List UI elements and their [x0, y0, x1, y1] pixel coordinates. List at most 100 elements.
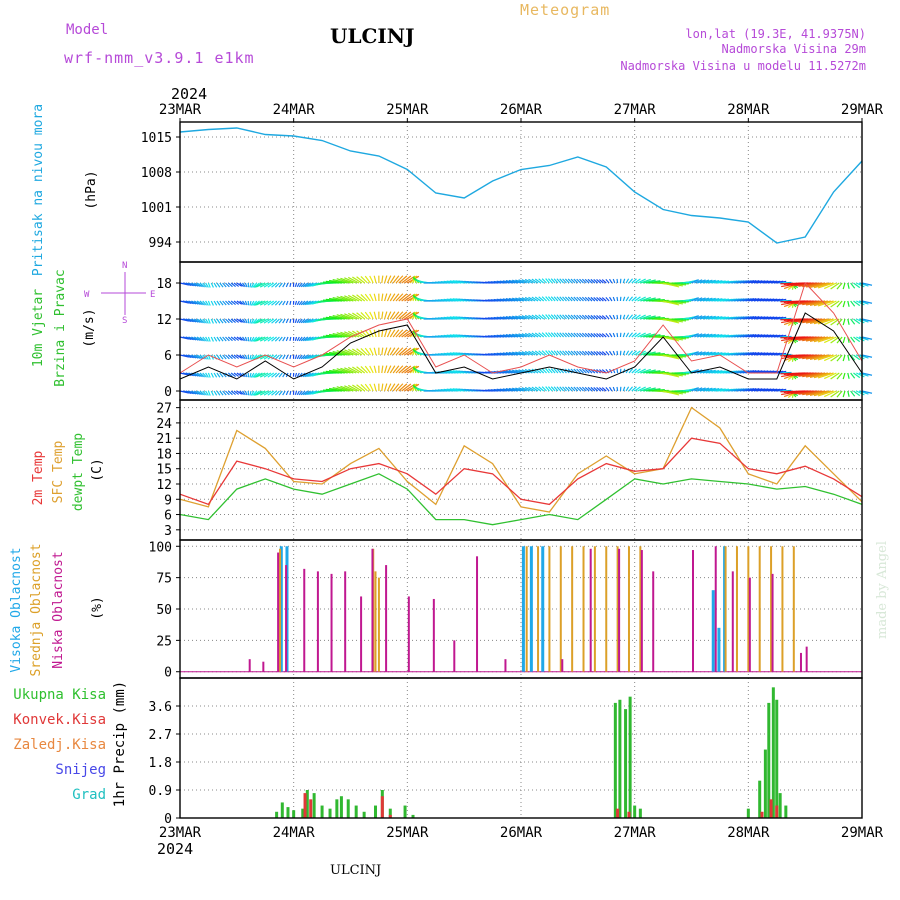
wind-barb — [259, 390, 269, 396]
wind-barb — [858, 336, 869, 341]
wind-barb — [570, 296, 576, 302]
mid-cloud-bar — [747, 546, 750, 672]
wind-barb — [802, 318, 823, 324]
wind-barb — [553, 296, 559, 302]
wind-barb — [798, 282, 820, 287]
wind-barb — [612, 314, 616, 320]
wind-barb — [605, 314, 610, 320]
wind-barb — [344, 385, 357, 392]
wind-barb — [395, 383, 404, 392]
precip-total-bar — [301, 808, 305, 818]
wind-barb — [631, 368, 637, 374]
wind-barb — [298, 354, 303, 360]
y-tick-label: 24 — [156, 417, 172, 432]
wind-barb — [230, 354, 236, 360]
compass-icon: N W E S — [84, 261, 155, 326]
wind-barb — [567, 386, 573, 392]
wind-barb — [348, 348, 360, 356]
wind-barb — [809, 372, 829, 378]
low-cloud-bar — [504, 659, 507, 672]
wind-barb — [213, 300, 218, 306]
wind-barb — [593, 296, 599, 302]
wind-barb — [505, 298, 516, 302]
wind-barb — [637, 368, 646, 374]
wind-barb — [249, 354, 252, 360]
wind-barb — [538, 278, 545, 284]
wind-barb — [768, 298, 778, 302]
wind-barb — [541, 332, 547, 338]
wind-barb — [332, 350, 348, 356]
wind-barb — [813, 354, 831, 361]
wind-barb — [817, 372, 834, 379]
low-cloud-bar — [316, 571, 319, 672]
mid-cloud-bar — [792, 546, 795, 672]
wind-barb — [694, 333, 703, 338]
wind-barb — [213, 390, 218, 396]
wind-barb — [622, 296, 626, 302]
wind-barb — [236, 318, 243, 323]
wind-barb — [216, 336, 221, 342]
wind-barb — [528, 314, 536, 320]
wind-barb — [196, 354, 203, 360]
wind-barb — [567, 296, 573, 302]
wind-barb — [196, 372, 203, 378]
wind-barb — [199, 300, 205, 306]
wind-barb — [562, 350, 567, 356]
compass-s: S — [122, 316, 127, 326]
wind-barb — [511, 297, 522, 302]
wind-barb — [344, 295, 357, 302]
wind-barb — [696, 297, 706, 302]
wind-barb — [233, 354, 240, 359]
wind-barb — [836, 372, 843, 380]
wind-barb — [515, 315, 525, 320]
wind-barb — [524, 386, 533, 392]
wind-barb — [196, 390, 203, 396]
wind-barb — [225, 300, 230, 306]
low-cloud-bar — [344, 571, 347, 672]
elevation-label: Nadmorska Visina 29m — [722, 42, 867, 56]
wind-barb — [545, 368, 550, 374]
wind-barb — [508, 333, 519, 338]
wind-barb — [596, 279, 601, 284]
wind-barb — [817, 300, 834, 307]
wind-barb — [573, 386, 579, 392]
wind-barb — [748, 297, 757, 302]
wind-barb — [252, 282, 258, 288]
low-cloud-bar — [285, 565, 288, 672]
wind-barb — [531, 314, 539, 320]
wind-barb — [253, 336, 260, 342]
wind-barb — [696, 315, 706, 320]
wind-barb — [304, 318, 312, 324]
x-tick-label-bottom: 29MAR — [841, 825, 884, 841]
mid-cloud-bar — [525, 546, 528, 672]
high-cloud-title: Visoka Oblacnost — [9, 547, 24, 672]
wind-barb — [587, 368, 593, 374]
mid-cloud-bar — [559, 546, 562, 672]
wind-barb — [401, 383, 412, 392]
wind-barb — [308, 390, 317, 395]
wind-barb — [332, 278, 348, 284]
wind-barb — [278, 372, 283, 378]
wind-barb — [340, 295, 354, 302]
y-tick-label: 0 — [164, 812, 172, 827]
wind-barb — [708, 351, 720, 356]
y-tick-label: 12 — [156, 313, 172, 328]
wind-barb — [515, 333, 525, 338]
high-cloud-bar — [717, 627, 721, 672]
wind-barb — [256, 372, 266, 378]
wind-barb — [628, 368, 634, 374]
wind-barb — [584, 350, 590, 356]
wind-barb — [861, 282, 873, 286]
precip-total-bar — [767, 702, 771, 818]
wind-barb — [581, 350, 587, 356]
precip-conv-bar — [388, 814, 392, 818]
wind-barb — [250, 336, 255, 342]
wind-barb — [213, 318, 218, 324]
y-tick-label: 15 — [156, 463, 172, 478]
wind-barb — [545, 314, 550, 320]
wind-barb — [325, 334, 343, 338]
wind-barb — [256, 282, 266, 288]
credit-text: made by Angel — [875, 541, 890, 639]
wind-barb — [518, 387, 527, 392]
wind-barb — [296, 336, 300, 342]
